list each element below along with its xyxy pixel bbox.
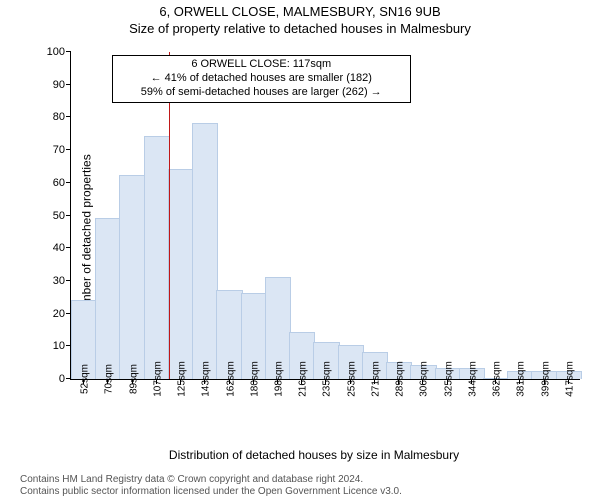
annotation-line3: 59% of semi-detached houses are larger (…: [119, 86, 404, 100]
annotation-box: 6 ORWELL CLOSE: 117sqm← 41% of detached …: [112, 55, 411, 102]
x-tick-mark: [568, 379, 569, 384]
histogram-bar: [95, 218, 121, 379]
bar-slot: 306sqm: [410, 52, 434, 379]
y-tick-label: 60: [53, 177, 71, 189]
x-tick-mark: [180, 379, 181, 384]
y-tick-label: 10: [53, 340, 71, 352]
bar-slot: 52sqm: [71, 52, 95, 379]
bar-slot: 362sqm: [483, 52, 507, 379]
histogram-chart: Number of detached properties 52sqm70sqm…: [48, 52, 580, 422]
x-tick-mark: [325, 379, 326, 384]
x-tick-mark: [107, 379, 108, 384]
page-title-line2: Size of property relative to detached ho…: [0, 21, 600, 36]
y-tick-label: 30: [53, 275, 71, 287]
x-tick-mark: [447, 379, 448, 384]
y-tick-mark: [66, 116, 71, 117]
bar-slot: 399sqm: [531, 52, 555, 379]
y-tick-mark: [66, 51, 71, 52]
x-tick-mark: [471, 379, 472, 384]
plot-area: 52sqm70sqm89sqm107sqm125sqm143sqm162sqm1…: [70, 52, 580, 380]
histogram-bar: [168, 169, 194, 379]
histogram-bar: [144, 136, 170, 379]
y-tick-mark: [66, 378, 71, 379]
x-tick-mark: [374, 379, 375, 384]
y-tick-mark: [66, 247, 71, 248]
annotation-line2: ← 41% of detached houses are smaller (18…: [119, 72, 404, 86]
y-tick-mark: [66, 215, 71, 216]
x-axis-label: Distribution of detached houses by size …: [48, 448, 580, 462]
y-tick-mark: [66, 84, 71, 85]
x-tick-mark: [204, 379, 205, 384]
x-tick-mark: [229, 379, 230, 384]
annotation-line1: 6 ORWELL CLOSE: 117sqm: [119, 58, 404, 72]
x-tick-mark: [544, 379, 545, 384]
y-tick-mark: [66, 280, 71, 281]
x-tick-mark: [301, 379, 302, 384]
footer-line2: Contains public sector information licen…: [20, 486, 402, 498]
y-tick-label: 90: [53, 79, 71, 91]
y-tick-label: 0: [59, 373, 71, 385]
x-tick-mark: [156, 379, 157, 384]
x-tick-mark: [398, 379, 399, 384]
y-tick-label: 80: [53, 111, 71, 123]
y-tick-label: 40: [53, 242, 71, 254]
histogram-bar: [119, 175, 145, 379]
y-tick-label: 70: [53, 144, 71, 156]
y-tick-mark: [66, 149, 71, 150]
bar-slot: 344sqm: [459, 52, 483, 379]
page-title-line1: 6, ORWELL CLOSE, MALMESBURY, SN16 9UB: [0, 4, 600, 19]
y-tick-mark: [66, 313, 71, 314]
x-tick-mark: [350, 379, 351, 384]
y-tick-mark: [66, 345, 71, 346]
footer-line1: Contains HM Land Registry data © Crown c…: [20, 474, 402, 486]
x-tick-mark: [277, 379, 278, 384]
histogram-bar: [192, 123, 218, 379]
x-tick-mark: [422, 379, 423, 384]
x-tick-mark: [132, 379, 133, 384]
y-tick-label: 20: [53, 308, 71, 320]
y-tick-label: 50: [53, 210, 71, 222]
bar-slot: 417sqm: [556, 52, 580, 379]
bar-slot: 381sqm: [507, 52, 531, 379]
x-tick-mark: [519, 379, 520, 384]
y-tick-label: 100: [47, 46, 71, 58]
y-tick-mark: [66, 182, 71, 183]
x-tick-mark: [253, 379, 254, 384]
x-tick-mark: [83, 379, 84, 384]
footer-attribution: Contains HM Land Registry data © Crown c…: [20, 474, 402, 498]
x-tick-mark: [495, 379, 496, 384]
bar-slot: 325sqm: [435, 52, 459, 379]
